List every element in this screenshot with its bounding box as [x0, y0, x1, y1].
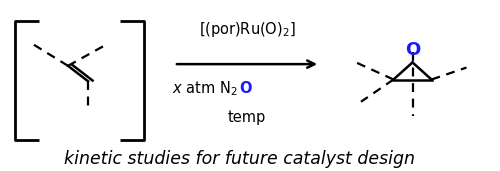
Text: temp: temp — [228, 110, 266, 125]
Text: kinetic studies for future catalyst design: kinetic studies for future catalyst desi… — [64, 150, 416, 168]
Text: O: O — [239, 81, 252, 96]
Text: O: O — [405, 41, 420, 59]
Text: $x$ atm N$_2$: $x$ atm N$_2$ — [172, 80, 238, 98]
Text: [(por)Ru(O)$_2$]: [(por)Ru(O)$_2$] — [198, 20, 296, 40]
